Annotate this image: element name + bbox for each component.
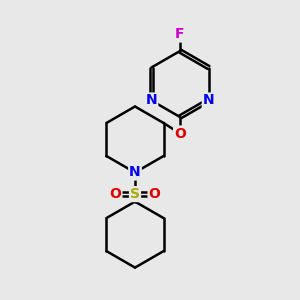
Text: O: O	[174, 127, 186, 140]
Text: N: N	[203, 94, 214, 107]
Text: N: N	[129, 166, 141, 179]
Text: F: F	[175, 28, 185, 41]
Text: O: O	[148, 187, 160, 201]
Text: S: S	[130, 187, 140, 201]
Text: O: O	[110, 187, 122, 201]
Text: N: N	[146, 94, 157, 107]
